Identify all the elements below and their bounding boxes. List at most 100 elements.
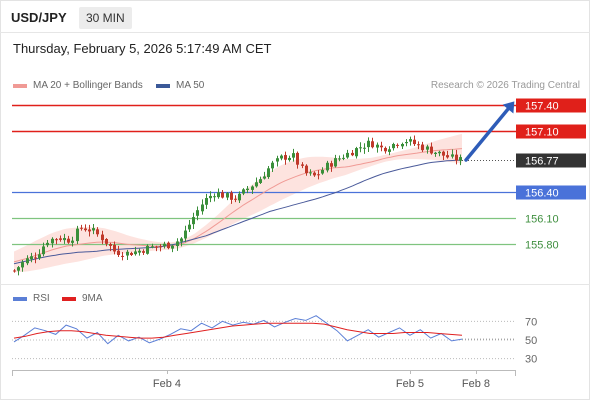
legend-ma50-label: MA 50 (176, 80, 205, 91)
candle-body (226, 193, 229, 198)
level-box-156.40 (516, 185, 586, 200)
candle-body (380, 145, 383, 148)
candle-body (167, 242, 170, 249)
candle-body (255, 182, 258, 187)
candle-body (359, 147, 362, 149)
ma20-swatch (13, 83, 27, 88)
candle-body (305, 165, 308, 174)
candle-body (384, 147, 387, 152)
candle-body (180, 238, 183, 242)
level-box-157.40 (516, 98, 586, 113)
candle-body (34, 257, 37, 259)
level-label-156.10: 156.10 (525, 214, 559, 226)
candle-body (126, 251, 129, 256)
candle-body (176, 241, 179, 247)
candle-body (205, 198, 208, 205)
candle-body (55, 239, 58, 241)
candle-body (451, 154, 454, 157)
candle-body (301, 164, 304, 166)
candle-body (84, 228, 87, 231)
candle-body (105, 239, 108, 244)
candle-body (392, 143, 395, 149)
candle-body (280, 155, 283, 159)
candle-body (413, 139, 416, 145)
candle-body (59, 238, 62, 240)
candle-body (267, 168, 270, 178)
level-label-156.40: 156.40 (525, 188, 559, 200)
candle-body (117, 250, 120, 256)
level-label-157.10: 157.10 (525, 127, 559, 139)
candle-body (67, 238, 70, 243)
level-label-155.80: 155.80 (525, 240, 559, 252)
rsi-ma-line (13, 322, 463, 339)
forecast-arrow (464, 107, 510, 162)
candle-body (296, 152, 299, 165)
candle-body (146, 245, 149, 254)
candle-body (455, 154, 458, 161)
candle-body (417, 144, 420, 146)
candle-body (92, 228, 95, 231)
timestamp: Thursday, February 5, 2026 5:17:49 AM CE… (13, 41, 272, 56)
candle-body (271, 162, 274, 169)
rsi-swatch (13, 296, 27, 301)
candle-body (21, 262, 24, 268)
candle-body (234, 198, 237, 200)
candle-body (317, 174, 320, 176)
candle-body (184, 230, 187, 239)
candle-body (221, 192, 224, 198)
candle-body (230, 192, 233, 200)
level-box-157.10 (516, 124, 586, 139)
forecast-arrow-head (502, 101, 515, 114)
candle-body (355, 148, 358, 157)
candle-body (251, 186, 254, 190)
candle-body (192, 217, 195, 225)
candle-body (438, 151, 441, 154)
candle-body (292, 153, 295, 158)
rsi-level-label-50: 50 (525, 335, 537, 347)
credit-text: Research © 2026 Trading Central (430, 80, 580, 91)
candle-body (113, 244, 116, 252)
ma50-swatch (156, 83, 170, 88)
bollinger-band (14, 133, 462, 273)
candle-body (26, 258, 29, 264)
candle-body (409, 139, 412, 142)
candle-body (209, 195, 212, 199)
candle-body (371, 141, 374, 148)
candle-body (201, 204, 204, 212)
candle-body (63, 237, 66, 241)
x-tick-label: Feb 4 (153, 378, 181, 390)
ma20-line (13, 148, 463, 263)
legend-ma20: MA 20 + Bollinger Bands (13, 80, 143, 91)
candle-body (88, 229, 91, 232)
candle-body (376, 144, 379, 148)
candle-body (163, 243, 166, 247)
legend-9ma-label: 9MA (82, 293, 103, 304)
legend-rsi-label: RSI (33, 293, 50, 304)
candle-body (430, 146, 433, 154)
candle-body (134, 251, 137, 255)
candle-body (138, 250, 141, 253)
candle-body (38, 254, 41, 259)
rsi-level-label-30: 30 (525, 354, 537, 366)
candle-body (13, 270, 16, 272)
ma50-line (13, 159, 463, 265)
candle-body (309, 172, 312, 174)
candle-body (421, 144, 424, 151)
candle-body (442, 151, 445, 156)
candle-body (396, 144, 399, 146)
candle-body (80, 227, 83, 229)
timeframe-badge[interactable]: 30 MIN (79, 7, 132, 29)
candle-body (259, 179, 262, 183)
candle-body (263, 176, 266, 179)
candle-body (238, 193, 241, 201)
candle-body (459, 157, 462, 161)
candle-body (101, 234, 104, 241)
candle-body (363, 147, 366, 149)
candle-body (242, 189, 245, 194)
last-price-label: 156.77 (525, 156, 559, 168)
legend-9ma: 9MA (62, 293, 103, 304)
candle-body (76, 228, 79, 242)
candle-body (142, 251, 145, 253)
candle-body (30, 256, 33, 260)
